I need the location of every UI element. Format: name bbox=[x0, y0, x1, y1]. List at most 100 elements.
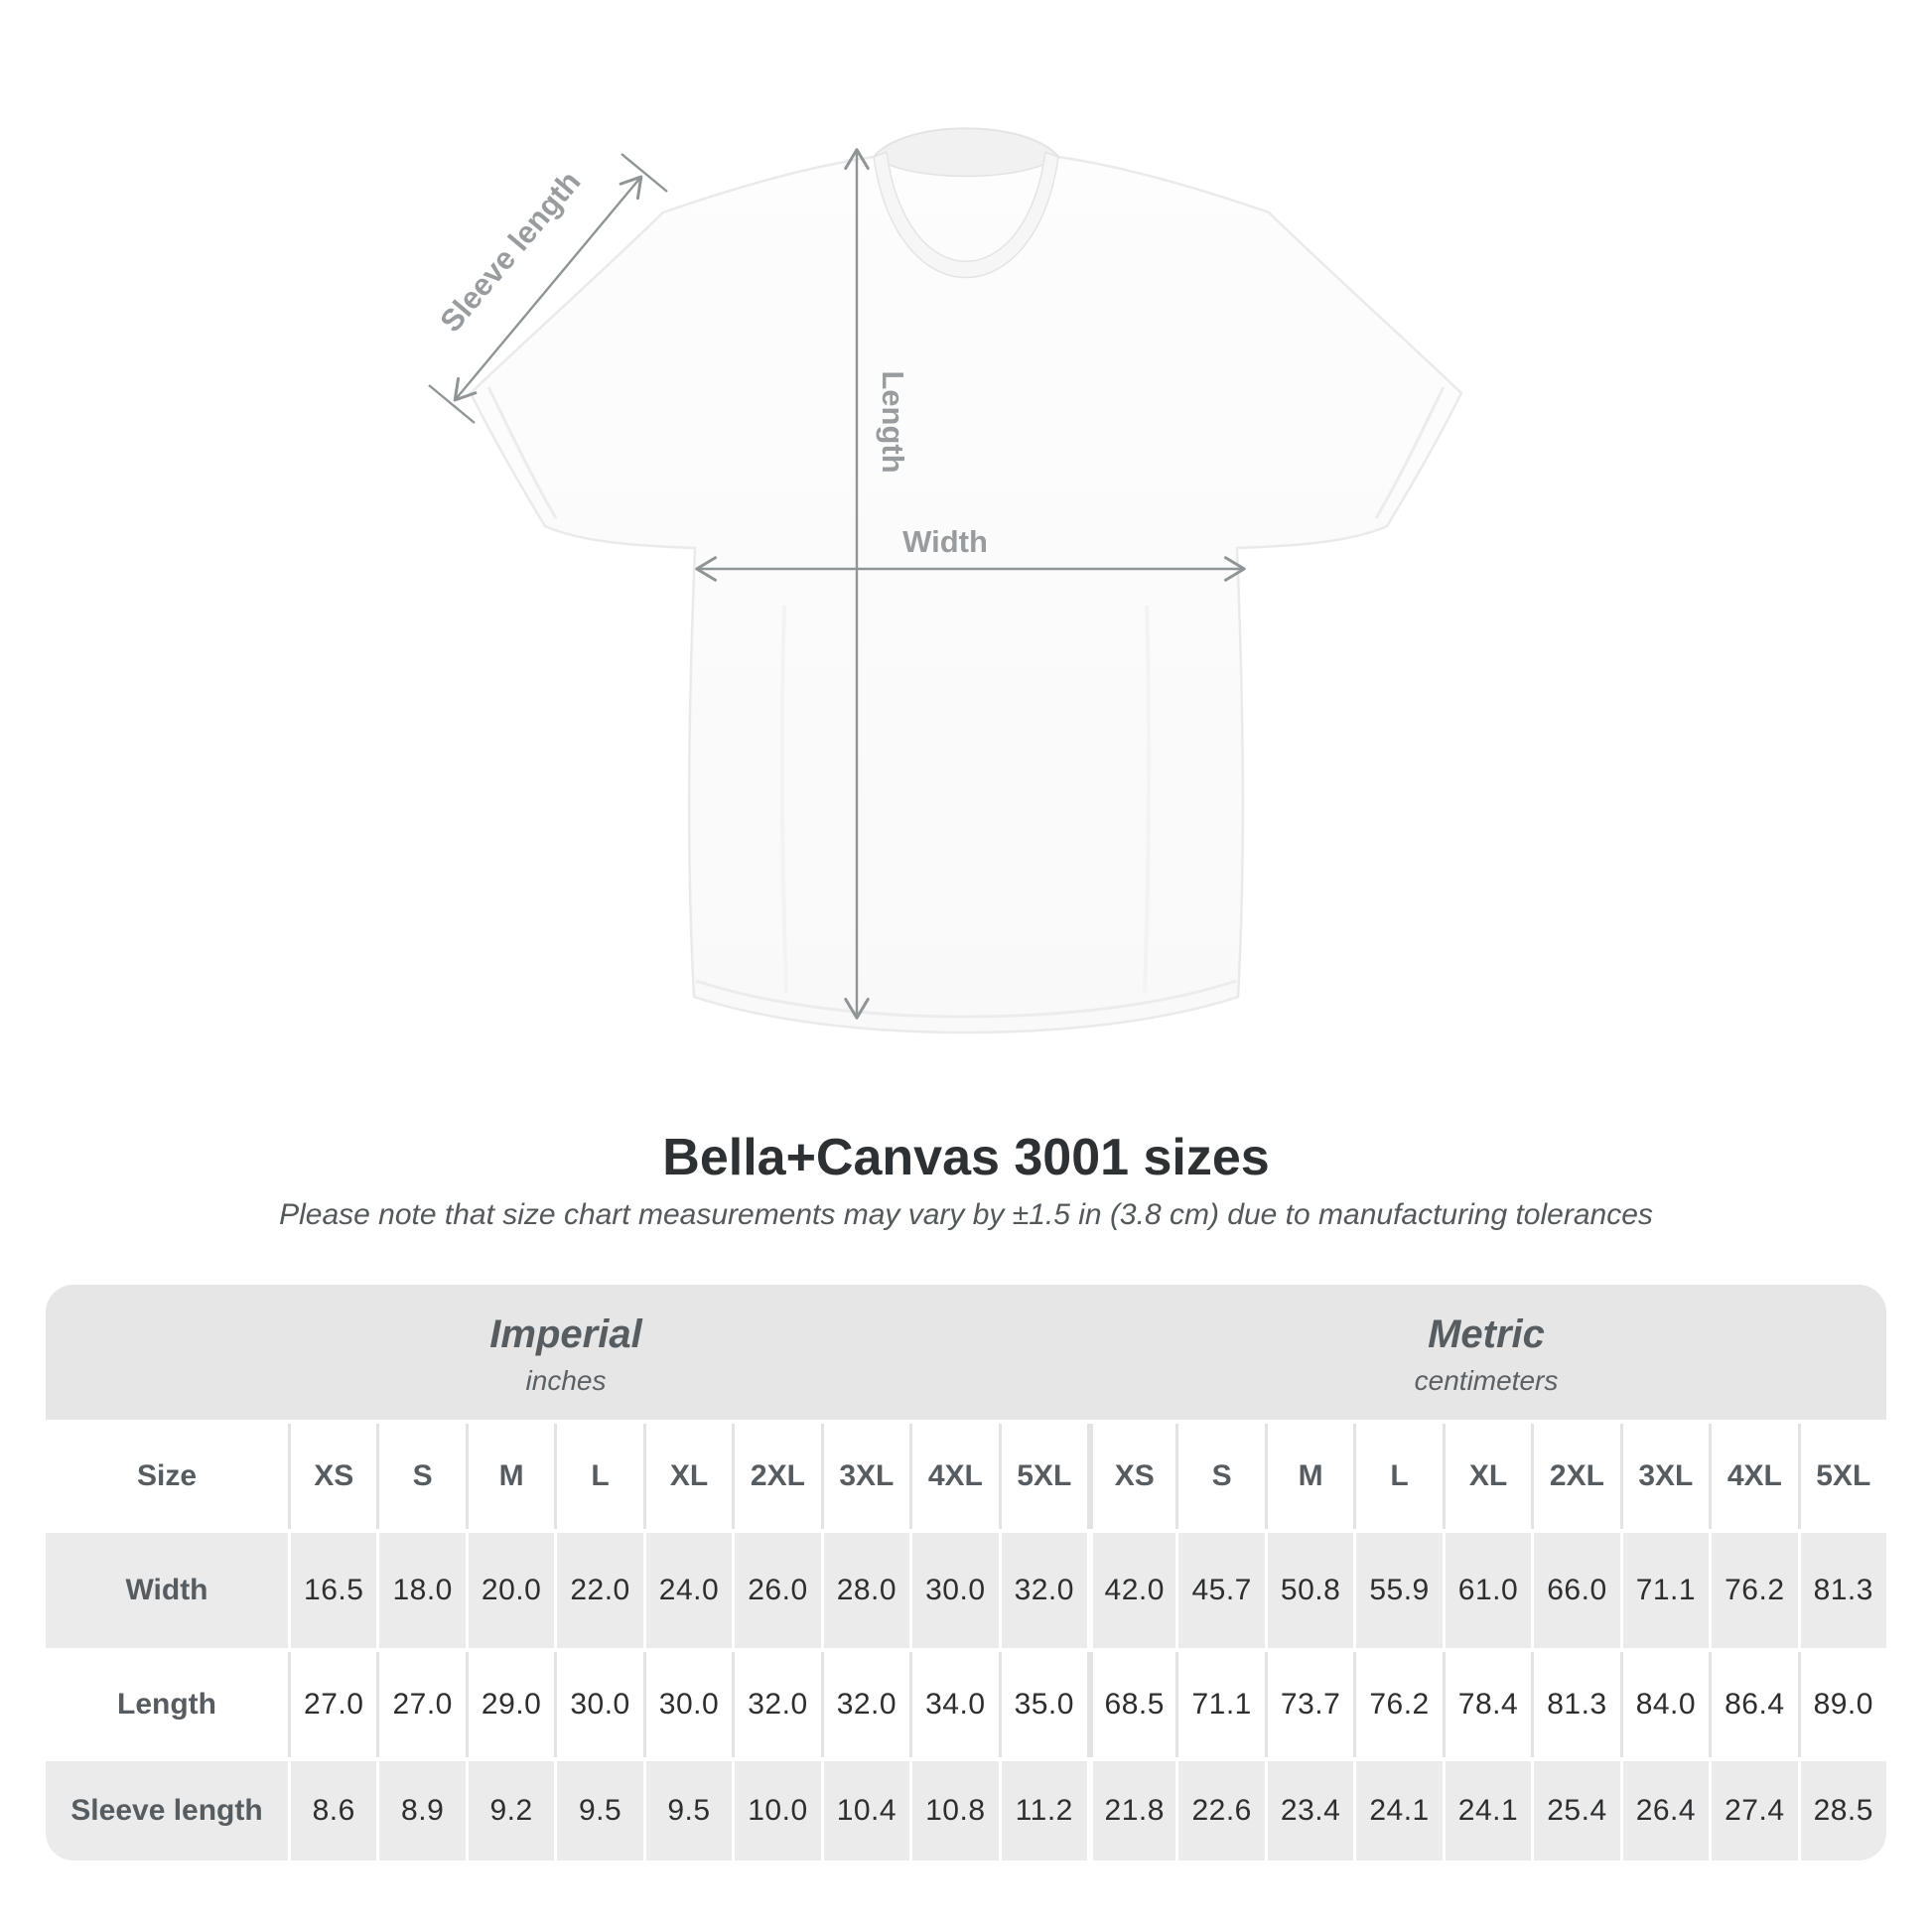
size-column-label: Size bbox=[46, 1424, 288, 1529]
sleeve-length-arrow bbox=[453, 175, 643, 402]
measurement-value-cell: 86.4 bbox=[1712, 1652, 1798, 1757]
measurement-value-cell: 30.0 bbox=[645, 1652, 733, 1757]
measurement-value-cell: 32.0 bbox=[735, 1652, 821, 1757]
measurement-value-cell: 45.7 bbox=[1178, 1533, 1265, 1648]
measurement-value-cell: 24.1 bbox=[1445, 1761, 1532, 1861]
measurement-row-label: Length bbox=[46, 1652, 288, 1757]
page-title: Bella+Canvas 3001 sizes bbox=[662, 1129, 1270, 1186]
units-header-band: Imperial inches Metric centimeters bbox=[46, 1285, 1886, 1420]
measurement-value-cell: 8.9 bbox=[379, 1761, 466, 1861]
measurement-value-cell: 27.0 bbox=[291, 1652, 377, 1757]
measurement-value-cell: 71.1 bbox=[1622, 1533, 1710, 1648]
measurement-row-label: Sleeve length bbox=[46, 1761, 288, 1861]
measurement-value-cell: 9.2 bbox=[468, 1761, 555, 1861]
measurement-value-cell: 32.0 bbox=[1001, 1533, 1087, 1648]
measurement-value-cell: 27.0 bbox=[379, 1652, 466, 1757]
measurement-value-cell: 76.2 bbox=[1356, 1652, 1443, 1757]
sleeve-length-tick bbox=[621, 153, 668, 193]
measurement-row: Length 27.0 27.0 29.0 30.0 30.0 32.0 32.0 34.0 35… bbox=[46, 1652, 1886, 1757]
size-chart-table: Imperial inches Metric centimeters Size … bbox=[46, 1285, 1886, 1861]
measurement-value-cell: 29.0 bbox=[468, 1652, 555, 1757]
collar-back bbox=[872, 127, 1060, 178]
measurement-value-cell: 28.0 bbox=[823, 1533, 910, 1648]
measurement-row: Sleeve length 8.6 8.9 9.2 9.5 9.5 10.0 10.4 10.8… bbox=[46, 1761, 1886, 1861]
size-header-cell: 4XL bbox=[912, 1424, 999, 1529]
measurement-value-cell: 30.0 bbox=[912, 1533, 999, 1648]
measurement-value-cell: 28.5 bbox=[1800, 1761, 1886, 1861]
metric-unit: centimeters bbox=[1414, 1364, 1559, 1396]
size-header-cell: XS bbox=[1089, 1424, 1176, 1529]
measurement-value-cell: 8.6 bbox=[291, 1761, 377, 1861]
size-header-cell: XS bbox=[291, 1424, 377, 1529]
size-header-cell: 5XL bbox=[1800, 1424, 1886, 1529]
collar-ribbing bbox=[873, 150, 1059, 279]
dimension-annotations bbox=[428, 148, 1246, 1020]
measurement-value-cell: 50.8 bbox=[1267, 1533, 1354, 1648]
measurement-value-cell: 21.8 bbox=[1089, 1761, 1176, 1861]
tshirt-diagram-svg: Width Length Sleeve length bbox=[428, 127, 1463, 1035]
size-header-cell: L bbox=[557, 1424, 643, 1529]
tshirt-illustration bbox=[469, 127, 1463, 1035]
size-header-cell: 3XL bbox=[823, 1424, 910, 1529]
measurement-value-cell: 25.4 bbox=[1534, 1761, 1620, 1861]
tshirt-measurement-diagram: Width Length Sleeve length bbox=[428, 127, 1463, 1035]
length-label: Length bbox=[876, 370, 910, 473]
measurement-value-cell: 10.0 bbox=[735, 1761, 821, 1861]
measurement-value-cell: 30.0 bbox=[557, 1652, 643, 1757]
size-header-cell: S bbox=[379, 1424, 466, 1529]
measurement-value-cell: 22.0 bbox=[557, 1533, 643, 1648]
tolerance-note: Please note that size chart measurements… bbox=[279, 1198, 1653, 1231]
size-header-cell: 2XL bbox=[1534, 1424, 1620, 1529]
measurement-value-cell: 81.3 bbox=[1800, 1533, 1886, 1648]
measurement-row: Width 16.5 18.0 20.0 22.0 24.0 26.0 28.0 30.0 32.… bbox=[46, 1533, 1886, 1648]
measurement-value-cell: 68.5 bbox=[1089, 1652, 1176, 1757]
measurement-value-cell: 10.4 bbox=[823, 1761, 910, 1861]
measurement-value-cell: 27.4 bbox=[1712, 1761, 1798, 1861]
size-header-cell: L bbox=[1356, 1424, 1443, 1529]
measurement-value-cell: 81.3 bbox=[1534, 1652, 1620, 1757]
size-header-cell: S bbox=[1178, 1424, 1265, 1529]
bottom-hem bbox=[695, 979, 1237, 1019]
measurement-value-cell: 23.4 bbox=[1267, 1761, 1354, 1861]
measurement-value-cell: 20.0 bbox=[468, 1533, 555, 1648]
size-header-cell: 5XL bbox=[1001, 1424, 1087, 1529]
measurement-value-cell: 66.0 bbox=[1534, 1533, 1620, 1648]
measurement-value-cell: 76.2 bbox=[1712, 1533, 1798, 1648]
measurement-row-label: Width bbox=[46, 1533, 288, 1648]
measurement-value-cell: 26.4 bbox=[1622, 1761, 1710, 1861]
measurement-value-cell: 9.5 bbox=[645, 1761, 733, 1861]
measurement-value-cell: 61.0 bbox=[1445, 1533, 1532, 1648]
size-header-cell: 2XL bbox=[735, 1424, 821, 1529]
measurement-value-cell: 24.1 bbox=[1356, 1761, 1443, 1861]
measurement-value-cell: 34.0 bbox=[912, 1652, 999, 1757]
right-sleeve-hem bbox=[1374, 386, 1446, 519]
size-header-cell: 3XL bbox=[1622, 1424, 1710, 1529]
measurement-value-cell: 84.0 bbox=[1622, 1652, 1710, 1757]
measurement-value-cell: 10.8 bbox=[912, 1761, 999, 1861]
fold-line bbox=[779, 605, 788, 994]
size-header-cell: M bbox=[468, 1424, 555, 1529]
size-header-row: Size XS S M L XL 2XL 3XL 4XL 5XL XS S M L XL 2XL 3XL 4XL… bbox=[46, 1424, 1886, 1529]
width-label: Width bbox=[902, 524, 988, 559]
size-header-cell: 4XL bbox=[1712, 1424, 1798, 1529]
measurement-value-cell: 11.2 bbox=[1001, 1761, 1087, 1861]
measurement-value-cell: 16.5 bbox=[291, 1533, 377, 1648]
sleeve-length-tick bbox=[428, 384, 476, 424]
size-header-cell: XL bbox=[1445, 1424, 1532, 1529]
measurement-value-cell: 18.0 bbox=[379, 1533, 466, 1648]
fold-line bbox=[1143, 605, 1152, 994]
measurement-value-cell: 42.0 bbox=[1089, 1533, 1176, 1648]
measurement-value-cell: 26.0 bbox=[735, 1533, 821, 1648]
measurement-value-cell: 78.4 bbox=[1445, 1652, 1532, 1757]
metric-header: Metric centimeters bbox=[1086, 1285, 1886, 1420]
measurement-value-cell: 73.7 bbox=[1267, 1652, 1354, 1757]
imperial-unit: inches bbox=[525, 1364, 607, 1396]
measurement-value-cell: 32.0 bbox=[823, 1652, 910, 1757]
measurement-value-cell: 9.5 bbox=[557, 1761, 643, 1861]
measurement-value-cell: 22.6 bbox=[1178, 1761, 1265, 1861]
size-header-cell: M bbox=[1267, 1424, 1354, 1529]
imperial-header: Imperial inches bbox=[46, 1285, 1086, 1420]
measurement-value-cell: 55.9 bbox=[1356, 1533, 1443, 1648]
measurement-value-cell: 71.1 bbox=[1178, 1652, 1265, 1757]
measurement-value-cell: 89.0 bbox=[1800, 1652, 1886, 1757]
